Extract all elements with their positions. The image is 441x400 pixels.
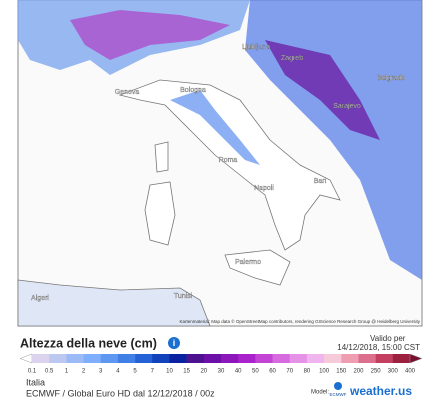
legend-label: 400: [405, 369, 416, 375]
legend-swatch: [392, 354, 411, 363]
info-icon[interactable]: [168, 337, 180, 349]
legend-label: 3: [99, 369, 103, 375]
legend-swatch: [306, 354, 325, 363]
sicily: [224, 249, 291, 286]
city-label: Palermo: [235, 259, 261, 266]
legend-end: [19, 353, 33, 364]
region: Italia: [26, 377, 45, 387]
sardinia: [144, 181, 176, 246]
snow-balkans-heavy: [265, 40, 380, 140]
valid-date: 14/12/2018, 15:00 CST: [337, 343, 420, 352]
legend-label: 4: [116, 369, 120, 375]
legend-swatch: [341, 354, 359, 363]
legend-label: 50: [252, 369, 259, 375]
legend-swatch: [83, 354, 102, 363]
color-legend: 0.1 0.5 1 2 3 4 5 7 10 15 20 30 40 50 60 70 80 100 150 200 2…: [19, 353, 423, 375]
city-label: Bari: [314, 178, 327, 185]
city-label: Sarajevo: [333, 103, 361, 110]
legend-swatch: [186, 354, 205, 363]
legend-swatch: [375, 354, 394, 363]
city-labels: Ljubljana Zagreb Belgrado Sarajevo Genova Bol…: [31, 44, 405, 302]
legend-swatch: [117, 354, 136, 363]
model-info: ECMWF / Global Euro HD dal 12/12/2018 / …: [26, 388, 215, 398]
legend-swatch: [135, 354, 153, 363]
legend-swatch: [100, 354, 119, 363]
legend-end: [409, 353, 423, 364]
legend-label: 15: [183, 369, 190, 375]
attribution: Kartenmaterial: Map data © OpenStreetMap…: [180, 318, 421, 324]
legend-label: 40: [235, 369, 242, 375]
legend-label: 60: [269, 369, 276, 375]
legend-swatch: [238, 354, 256, 363]
ecmwf-logo: ECMWF: [330, 392, 347, 397]
city-label: Belgrado: [377, 75, 405, 82]
italy-peninsula: [118, 79, 341, 251]
snow-alps-heavy: [70, 10, 230, 60]
legend-label: 20: [200, 369, 207, 375]
legend-swatch: [255, 354, 273, 363]
legend-label: 80: [304, 369, 311, 375]
city-label: Genova: [115, 89, 140, 96]
legend-swatch: [221, 354, 239, 363]
legend-swatch: [49, 354, 67, 363]
legend-swatch: [32, 354, 50, 363]
legend-label: 5: [133, 369, 137, 375]
legend-label: 2: [82, 369, 86, 375]
valid-label: Valido per: [370, 334, 406, 343]
legend-label: 150: [336, 369, 347, 375]
legend-swatch: [169, 354, 187, 363]
city-label: Ljubljana: [242, 44, 270, 51]
city-label: Bologna: [180, 87, 206, 94]
legend-swatch: [152, 354, 170, 363]
legend-label: 10: [166, 369, 173, 375]
corsica: [154, 141, 169, 173]
city-label: Napoli: [254, 185, 274, 192]
legend-label: 200: [353, 369, 364, 375]
legend-swatch: [324, 354, 342, 363]
city-label: Tunisi: [174, 293, 193, 300]
legend-label: 100: [319, 369, 330, 375]
ecmwf-logo-icon: [334, 382, 342, 390]
legend-label: 7: [151, 369, 155, 375]
legend-label: 70: [286, 369, 293, 375]
legend-label: 0.5: [45, 369, 54, 375]
legend-swatch: [289, 354, 308, 363]
map: Ljubljana Zagreb Belgrado Sarajevo Genova Bol…: [17, 0, 423, 327]
legend-label: 0.1: [28, 369, 37, 375]
legend-label: 1: [65, 369, 69, 375]
north-africa: [17, 279, 211, 327]
legend-label: 30: [218, 369, 225, 375]
model-label: Model:: [311, 390, 329, 396]
legend-swatch: [66, 354, 84, 363]
info-icon-glyph: i: [173, 338, 176, 348]
snow-apennines: [170, 90, 260, 165]
legend-label: 300: [388, 369, 399, 375]
legend-swatch: [272, 354, 291, 363]
legend-title: Altezza della neve (cm): [20, 336, 157, 350]
city-label: Roma: [219, 157, 238, 164]
legend-swatch: [203, 354, 222, 363]
legend-swatch: [358, 354, 376, 363]
brand-logo[interactable]: weather.us: [349, 384, 412, 398]
city-label: Zagreb: [281, 55, 303, 62]
legend-label: 250: [371, 369, 382, 375]
city-label: Algeri: [31, 295, 49, 302]
